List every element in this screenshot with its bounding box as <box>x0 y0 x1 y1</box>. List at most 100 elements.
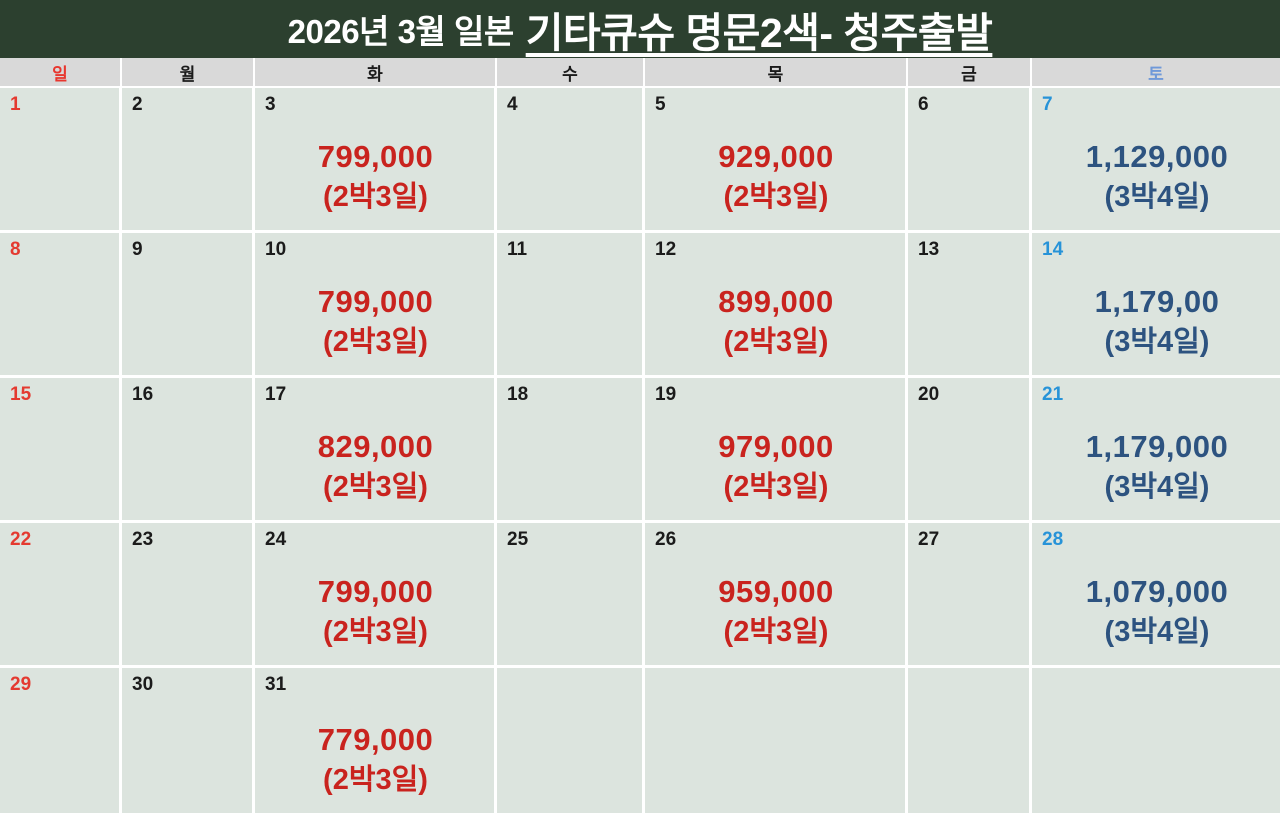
calendar-cell: 23 <box>122 523 255 668</box>
trip-duration: (3박4일) <box>1104 180 1210 213</box>
calendar-cell <box>497 668 645 813</box>
calendar-cell: 10 799,000 (2박3일) <box>255 233 497 378</box>
title-tour-name: 기타큐슈 명문2색- 청주출발 <box>525 10 993 56</box>
calendar-cell: 8 <box>0 233 122 378</box>
date-number: 4 <box>507 94 518 115</box>
calendar-cell: 18 <box>497 378 645 523</box>
trip-duration: (3박4일) <box>1104 325 1210 358</box>
calendar-cell: 3 799,000 (2박3일) <box>255 88 497 233</box>
calendar-cell: 13 <box>908 233 1032 378</box>
calendar-cell: 1 <box>0 88 122 233</box>
weekday-label-weekday-3: 수 <box>497 58 645 86</box>
date-number: 7 <box>1042 94 1053 115</box>
price-block: 1,179,00 (3박4일) <box>1042 282 1272 363</box>
price-value: 799,000 <box>317 138 434 174</box>
date-number: 21 <box>1042 384 1064 405</box>
calendar-cell: 24 799,000 (2박3일) <box>255 523 497 668</box>
trip-duration: (2박3일) <box>323 180 428 213</box>
price-block: 829,000 (2박3일) <box>265 427 486 508</box>
calendar-cell: 2 <box>122 88 255 233</box>
price-block: 899,000 (2박3일) <box>655 282 897 363</box>
price-block: 959,000 (2박3일) <box>655 572 897 653</box>
calendar-cell: 21 1,179,000 (3박4일) <box>1032 378 1280 523</box>
calendar-cell: 20 <box>908 378 1032 523</box>
trip-duration: (2박3일) <box>323 470 428 503</box>
calendar-cell: 31 779,000 (2박3일) <box>255 668 497 813</box>
trip-duration: (2박3일) <box>723 325 829 358</box>
trip-duration: (3박4일) <box>1104 615 1210 648</box>
weekday-label-sun-0: 일 <box>0 58 122 86</box>
calendar-cell: 11 <box>497 233 645 378</box>
title-bar: 2026년 3월 일본 기타큐슈 명문2색- 청주출발 <box>0 0 1280 58</box>
price-value: 799,000 <box>317 573 434 609</box>
price-block: 799,000 (2박3일) <box>265 282 486 363</box>
calendar-cell: 25 <box>497 523 645 668</box>
price-block: 1,129,000 (3박4일) <box>1042 137 1272 218</box>
price-value: 979,000 <box>718 428 834 464</box>
calendar-cell: 17 829,000 (2박3일) <box>255 378 497 523</box>
date-number: 29 <box>10 674 32 695</box>
price-value: 1,179,000 <box>1085 428 1229 464</box>
calendar-cell: 4 <box>497 88 645 233</box>
trip-duration: (2박3일) <box>723 470 829 503</box>
calendar-cell <box>645 668 908 813</box>
price-block: 929,000 (2박3일) <box>655 137 897 218</box>
calendar-cell: 5 929,000 (2박3일) <box>645 88 908 233</box>
price-value: 929,000 <box>718 138 834 174</box>
date-number: 2 <box>132 94 143 115</box>
calendar-cell <box>1032 668 1280 813</box>
date-number: 20 <box>918 384 940 405</box>
price-value: 959,000 <box>718 573 834 609</box>
trip-duration: (2박3일) <box>323 615 428 648</box>
date-number: 8 <box>10 239 21 260</box>
date-number: 5 <box>655 94 666 115</box>
date-number: 1 <box>10 94 21 115</box>
date-number: 3 <box>265 94 276 115</box>
price-value: 1,079,000 <box>1085 573 1229 609</box>
date-number: 12 <box>655 239 677 260</box>
date-number: 17 <box>265 384 287 405</box>
calendar-cell: 29 <box>0 668 122 813</box>
trip-duration: (3박4일) <box>1104 470 1210 503</box>
date-number: 18 <box>507 384 529 405</box>
date-number: 23 <box>132 529 154 550</box>
calendar-cell: 14 1,179,00 (3박4일) <box>1032 233 1280 378</box>
weekday-label-sat-6: 토 <box>1032 58 1280 86</box>
price-value: 1,179,00 <box>1094 283 1220 319</box>
date-number: 24 <box>265 529 287 550</box>
price-value: 779,000 <box>317 721 434 757</box>
calendar-cell: 15 <box>0 378 122 523</box>
date-number: 6 <box>918 94 929 115</box>
calendar-cell: 16 <box>122 378 255 523</box>
date-number: 25 <box>507 529 529 550</box>
price-value: 1,129,000 <box>1085 138 1229 174</box>
price-block: 1,079,000 (3박4일) <box>1042 572 1272 653</box>
calendar-cell: 26 959,000 (2박3일) <box>645 523 908 668</box>
calendar-cell: 6 <box>908 88 1032 233</box>
price-block: 799,000 (2박3일) <box>265 137 486 218</box>
date-number: 14 <box>1042 239 1064 260</box>
weekday-label-weekday-1: 월 <box>122 58 255 86</box>
date-number: 15 <box>10 384 32 405</box>
price-value: 829,000 <box>317 428 434 464</box>
price-block: 799,000 (2박3일) <box>265 572 486 653</box>
calendar-cell: 28 1,079,000 (3박4일) <box>1032 523 1280 668</box>
price-value: 799,000 <box>317 283 434 319</box>
calendar-cell: 27 <box>908 523 1032 668</box>
price-block: 1,179,000 (3박4일) <box>1042 427 1272 508</box>
date-number: 16 <box>132 384 154 405</box>
trip-duration: (2박3일) <box>723 180 829 213</box>
trip-duration: (2박3일) <box>723 615 829 648</box>
date-number: 28 <box>1042 529 1064 550</box>
price-value: 899,000 <box>718 283 834 319</box>
date-number: 31 <box>265 674 287 695</box>
calendar-cell: 12 899,000 (2박3일) <box>645 233 908 378</box>
weekday-label-weekday-2: 화 <box>255 58 497 86</box>
trip-duration: (2박3일) <box>323 325 428 358</box>
date-number: 27 <box>918 529 940 550</box>
date-number: 22 <box>10 529 32 550</box>
calendar-cell: 9 <box>122 233 255 378</box>
date-number: 9 <box>132 239 143 260</box>
